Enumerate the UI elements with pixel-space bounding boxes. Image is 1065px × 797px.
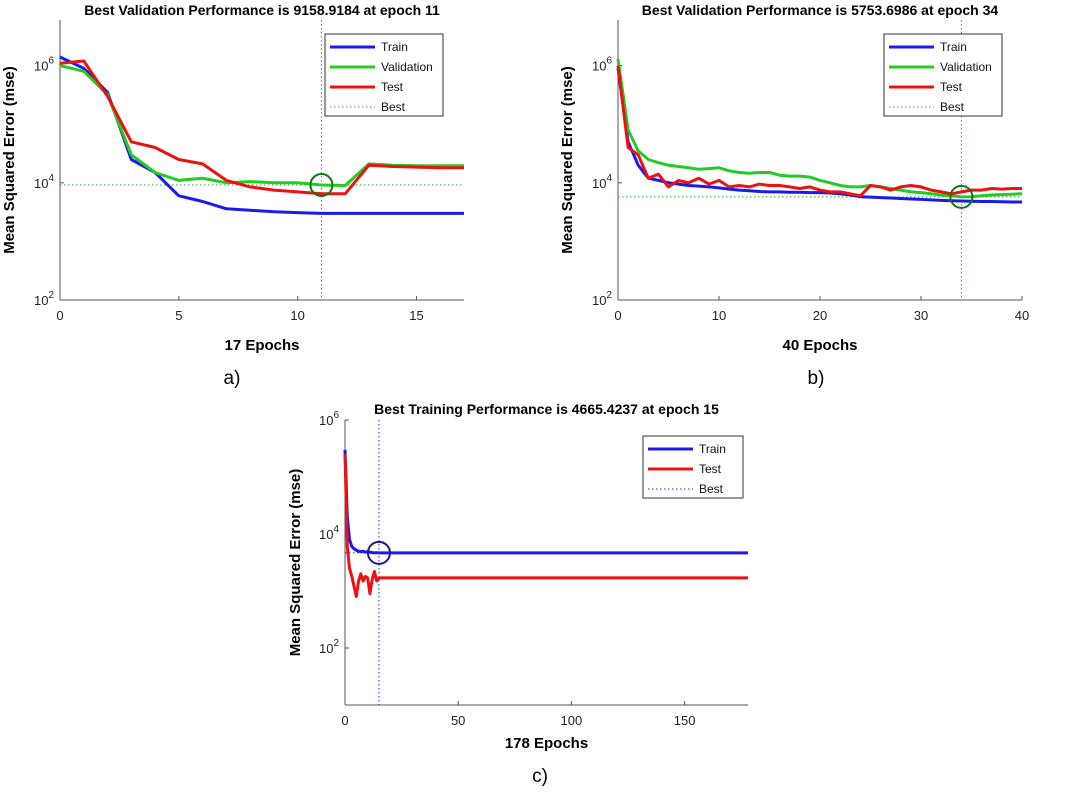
x-tick-label: 0 <box>614 308 621 323</box>
y-tick-label: 104 <box>34 173 54 191</box>
y-tick-label: 106 <box>319 410 339 428</box>
legend-label-train: Train <box>381 40 408 54</box>
x-tick-label: 40 <box>1015 308 1029 323</box>
legend-label-validation: Validation <box>940 60 992 74</box>
series-line-train <box>343 449 748 555</box>
x-tick-label: 150 <box>674 713 696 728</box>
panel-label: b) <box>808 368 825 389</box>
x-tick-label: 50 <box>451 713 465 728</box>
y-tick-label: 104 <box>592 173 612 191</box>
legend-label-train: Train <box>940 40 967 54</box>
x-tick-label: 5 <box>175 308 182 323</box>
chart-title: Best Validation Performance is 5753.6986… <box>642 2 999 18</box>
legend-label-test: Test <box>940 80 963 94</box>
series-line-train <box>616 68 1022 204</box>
x-tick-label: 10 <box>290 308 304 323</box>
y-tick-label: 102 <box>319 638 339 656</box>
panel-c: Best Training Performance is 4665.4237 a… <box>287 401 748 787</box>
x-tick-label: 100 <box>561 713 583 728</box>
panel-label: c) <box>532 766 548 787</box>
legend-label-train: Train <box>699 442 726 456</box>
legend-label-best: Best <box>699 482 724 496</box>
legend-box <box>642 435 744 499</box>
x-tick-label: 30 <box>914 308 928 323</box>
x-tick-label: 10 <box>712 308 726 323</box>
x-axis-label: 40 Epochs <box>782 337 857 354</box>
legend-label-best: Best <box>940 100 965 114</box>
legend-label-best: Best <box>381 100 406 114</box>
legend-label-validation: Validation <box>381 60 433 74</box>
panel-label: a) <box>224 368 241 389</box>
y-axis-label: Mean Squared Error (mse) <box>287 469 304 657</box>
best-point-marker <box>366 540 391 565</box>
chart-title: Best Validation Performance is 9158.9184… <box>84 2 440 18</box>
series-line-validation <box>616 58 1023 199</box>
x-tick-label: 0 <box>341 713 348 728</box>
series-line-test <box>59 59 464 196</box>
x-tick-label: 15 <box>409 308 423 323</box>
panel-a: Best Validation Performance is 9158.9184… <box>1 2 464 389</box>
y-tick-label: 102 <box>34 290 54 308</box>
x-axis-label: 17 Epochs <box>224 337 299 354</box>
best-point-marker <box>949 184 974 209</box>
x-axis-label: 178 Epochs <box>505 735 588 752</box>
legend-label-test: Test <box>699 462 722 476</box>
y-tick-label: 106 <box>34 56 54 74</box>
y-tick-label: 102 <box>592 290 612 308</box>
y-tick-label: 106 <box>592 56 612 74</box>
legend-label-test: Test <box>381 80 404 94</box>
series-line-test <box>343 454 748 598</box>
x-tick-label: 0 <box>56 308 63 323</box>
y-axis-label: Mean Squared Error (mse) <box>1 66 18 254</box>
panel-b: Best Validation Performance is 5753.6986… <box>559 2 1029 389</box>
series-line-test <box>616 65 1022 198</box>
y-tick-label: 104 <box>319 524 339 542</box>
best-point-marker <box>309 173 334 198</box>
chart-title: Best Training Performance is 4665.4237 a… <box>374 401 719 417</box>
x-tick-label: 20 <box>813 308 827 323</box>
y-axis-label: Mean Squared Error (mse) <box>559 66 576 254</box>
